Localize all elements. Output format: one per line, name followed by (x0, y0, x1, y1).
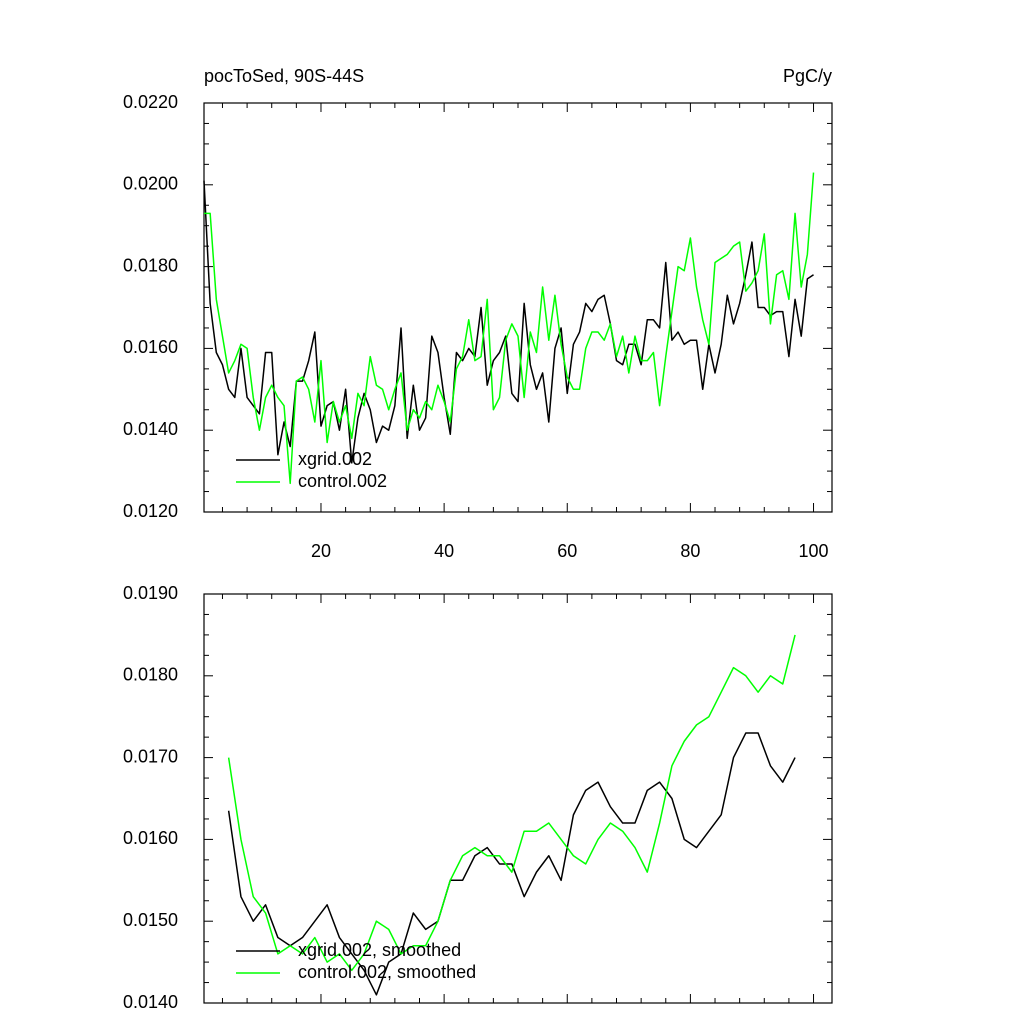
x-tick-label: 100 (799, 541, 829, 561)
x-tick-label: 40 (434, 541, 454, 561)
y-tick-label: 0.0180 (123, 665, 178, 685)
y-tick-label: 0.0190 (123, 583, 178, 603)
y-tick-label: 0.0150 (123, 910, 178, 930)
legend-label: control.002 (298, 471, 387, 491)
y-tick-label: 0.0220 (123, 92, 178, 112)
y-tick-label: 0.0140 (123, 419, 178, 439)
series-line (227, 634, 796, 972)
y-tick-label: 0.0140 (123, 992, 178, 1012)
y-tick-label: 0.0180 (123, 255, 178, 275)
series-line (204, 172, 815, 485)
y-tick-label: 0.0170 (123, 746, 178, 766)
units-label: PgC/y (783, 66, 832, 86)
y-tick-label: 0.0160 (123, 337, 178, 357)
y-tick-label: 0.0120 (123, 501, 178, 521)
y-tick-label: 0.0200 (123, 174, 178, 194)
series-line (227, 732, 796, 996)
x-tick-label: 80 (680, 541, 700, 561)
y-tick-label: 0.0160 (123, 828, 178, 848)
legend-label: control.002, smoothed (298, 962, 476, 982)
chart-title: pocToSed, 90S-44S (204, 66, 364, 86)
series-line (203, 180, 814, 464)
legend-label: xgrid.002 (298, 449, 372, 469)
legend-label: xgrid.002, smoothed (298, 940, 461, 960)
x-tick-label: 20 (311, 541, 331, 561)
plot-frame (203, 102, 833, 513)
plot-frame (203, 593, 833, 1004)
x-tick-label: 60 (557, 541, 577, 561)
